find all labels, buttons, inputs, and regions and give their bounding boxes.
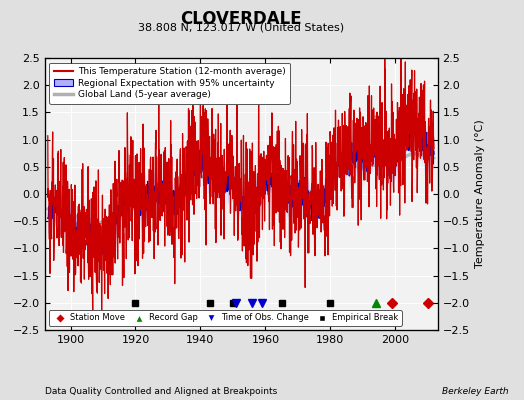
Y-axis label: Temperature Anomaly (°C): Temperature Anomaly (°C) [475, 120, 485, 268]
Text: Berkeley Earth: Berkeley Earth [442, 387, 508, 396]
Text: 38.808 N, 123.017 W (United States): 38.808 N, 123.017 W (United States) [138, 22, 344, 32]
Text: Data Quality Controlled and Aligned at Breakpoints: Data Quality Controlled and Aligned at B… [45, 387, 277, 396]
Legend: Station Move, Record Gap, Time of Obs. Change, Empirical Break: Station Move, Record Gap, Time of Obs. C… [49, 310, 402, 326]
Text: CLOVERDALE: CLOVERDALE [180, 10, 302, 28]
